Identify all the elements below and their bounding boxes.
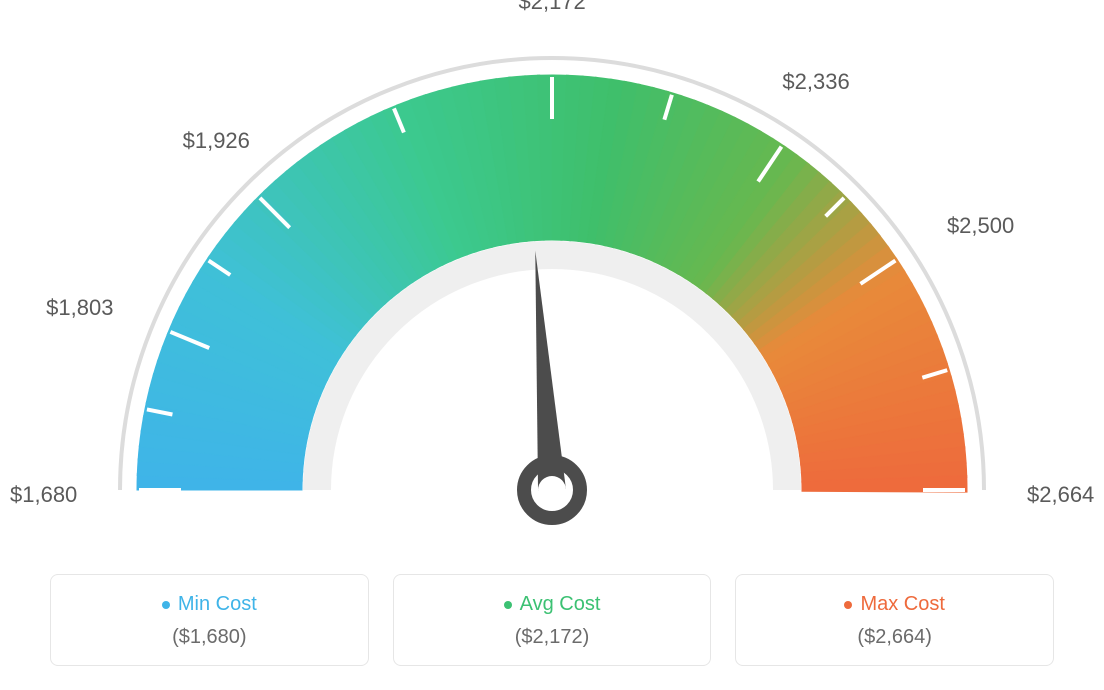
legend-avg-label: Avg Cost — [520, 593, 601, 616]
legend-min-card: Min Cost ($1,680) — [50, 574, 369, 666]
gauge-needle — [535, 251, 566, 491]
legend-max-value: ($2,664) — [756, 626, 1033, 649]
legend-avg-dot — [504, 601, 512, 609]
cost-gauge-chart: $1,680 $1,803 $1,926 $2,172 $2,336 $2,500 $2,6… — [0, 0, 1104, 690]
gauge-tick-label: $1,926 — [183, 128, 250, 154]
gauge-tick-label: $2,664 — [1027, 482, 1094, 508]
gauge-tick-label: $1,803 — [46, 295, 113, 321]
legend-max-title: Max Cost — [844, 593, 944, 616]
gauge: $1,680 $1,803 $1,926 $2,172 $2,336 $2,500 $2,6… — [0, 0, 1104, 560]
legend-avg-title: Avg Cost — [504, 593, 601, 616]
legend-avg-value: ($2,172) — [414, 626, 691, 649]
legend-min-label: Min Cost — [178, 593, 257, 616]
gauge-tick-label: $2,172 — [519, 0, 586, 15]
legend-min-dot — [162, 601, 170, 609]
legend-avg-card: Avg Cost ($2,172) — [393, 574, 712, 666]
legend-max-card: Max Cost ($2,664) — [735, 574, 1054, 666]
legend-max-label: Max Cost — [860, 593, 944, 616]
gauge-tick-label: $2,500 — [947, 213, 1014, 239]
legend-min-title: Min Cost — [162, 593, 257, 616]
legend-row: Min Cost ($1,680) Avg Cost ($2,172) Max … — [50, 574, 1054, 666]
legend-max-dot — [844, 601, 852, 609]
legend-min-value: ($1,680) — [71, 626, 348, 649]
gauge-needle-hub-inner — [538, 476, 566, 504]
gauge-svg — [0, 0, 1104, 560]
gauge-tick-label: $1,680 — [10, 482, 77, 508]
gauge-tick-label: $2,336 — [782, 69, 849, 95]
